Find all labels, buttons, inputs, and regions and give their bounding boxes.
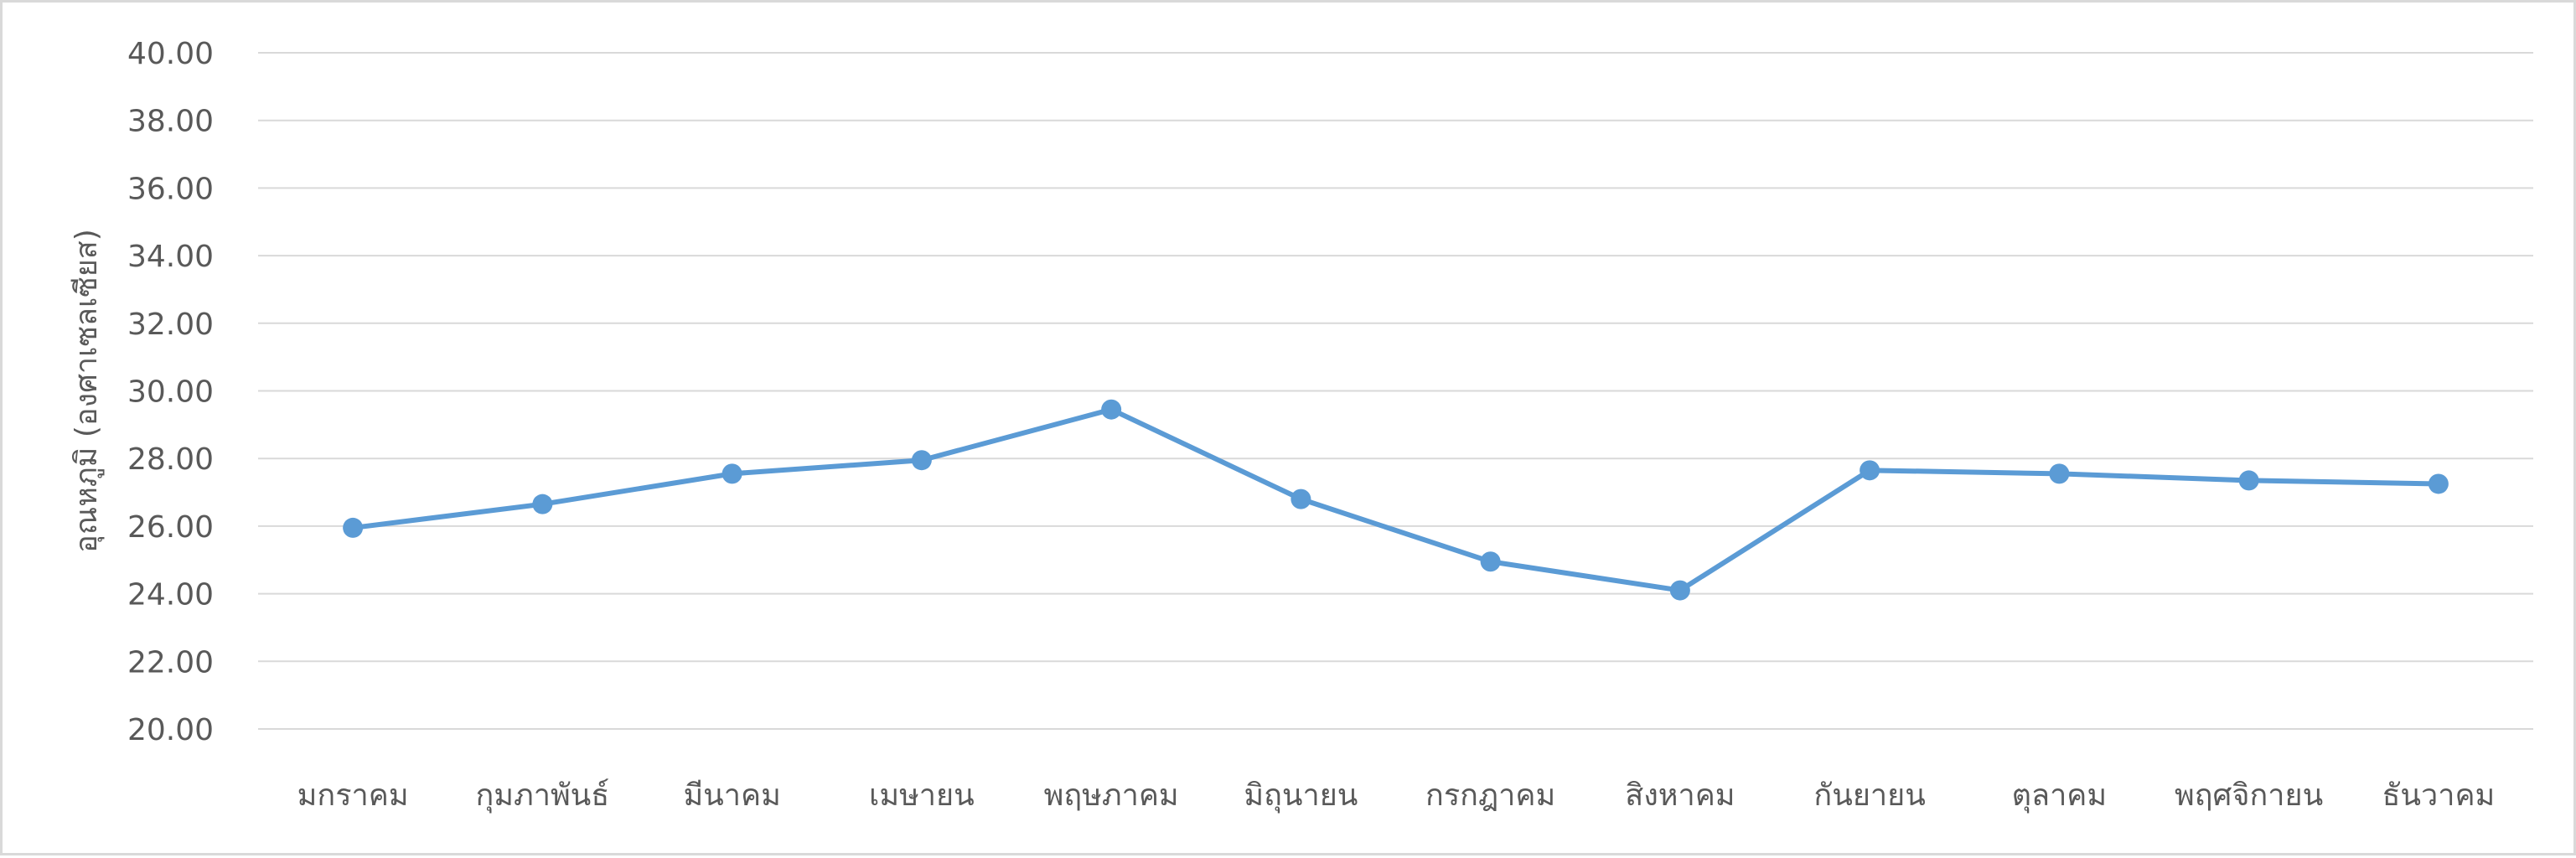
x-tick-label: มิถุนายน [1244, 778, 1358, 814]
x-tick-label: กรกฎาคม [1425, 778, 1555, 813]
data-point [1101, 399, 1122, 420]
y-tick-label: 40.00 [127, 37, 214, 71]
x-tick-label: กันยายน [1813, 778, 1925, 813]
x-tick-label: สิงหาคม [1625, 778, 1735, 813]
data-point [1291, 488, 1311, 509]
data-point [1480, 551, 1501, 572]
x-tick-label: มีนาคม [683, 778, 780, 813]
x-tick-label: พฤษภาคม [1044, 778, 1179, 813]
data-point [2049, 463, 2070, 484]
x-axis-ticks: มกราคม กุมภาพันธ์ มีนาคม เมษายน พฤษภาคม มิถุน… [297, 778, 2496, 814]
y-tick-label: 28.00 [127, 442, 214, 477]
gridlines [258, 52, 2533, 730]
x-tick-label: พฤศจิกายน [2175, 778, 2323, 813]
line-chart: 20.00 22.00 24.00 26.00 28.00 30.00 32.00 34.00… [70, 37, 2533, 814]
x-tick-label: ตุลาคม [2012, 778, 2107, 814]
data-point [1860, 460, 1880, 481]
data-point [2428, 473, 2449, 494]
y-tick-label: 34.00 [127, 240, 214, 274]
x-tick-label: ธันวาคม [2382, 778, 2495, 813]
y-tick-label: 38.00 [127, 105, 214, 139]
x-tick-label: กุมภาพันธ์ [475, 778, 609, 814]
data-point [722, 463, 742, 484]
data-point [911, 450, 932, 471]
data-point [1669, 580, 1690, 601]
y-tick-label: 32.00 [127, 308, 214, 342]
y-axis-title: อุณหภูมิ (องศาเซลเซียส) [70, 229, 105, 553]
data-point [343, 517, 364, 538]
y-tick-label: 22.00 [127, 645, 214, 680]
y-tick-label: 24.00 [127, 578, 214, 612]
y-tick-label: 20.00 [127, 713, 214, 747]
y-tick-label: 36.00 [127, 172, 214, 206]
y-tick-label: 26.00 [127, 510, 214, 545]
x-tick-label: มกราคม [297, 778, 409, 813]
data-point [2238, 470, 2259, 491]
series-line [352, 406, 2439, 593]
series-layer [343, 399, 2449, 601]
y-axis-ticks: 20.00 22.00 24.00 26.00 28.00 30.00 32.00 34.00… [127, 37, 214, 747]
y-tick-label: 30.00 [127, 375, 214, 410]
data-point [532, 494, 553, 514]
x-tick-label: เมษายน [869, 778, 975, 813]
